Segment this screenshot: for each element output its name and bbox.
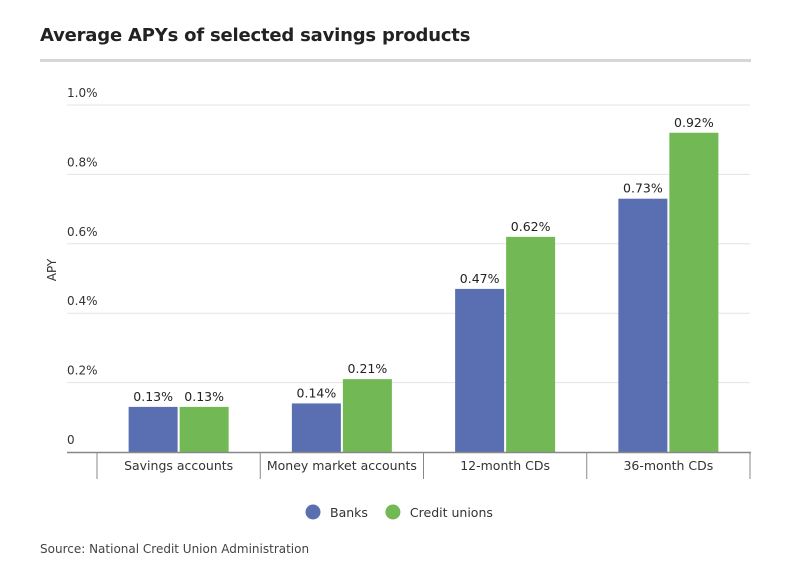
legend-label: Banks (330, 505, 368, 520)
y-tick-label: 0 (67, 433, 75, 447)
chart-title: Average APYs of selected savings product… (40, 25, 471, 46)
bar-banks (618, 198, 668, 452)
y-tick-label: 0.4% (67, 294, 98, 308)
legend-swatch (305, 504, 321, 520)
bar-banks (291, 403, 341, 452)
y-axis-label: APY (45, 258, 59, 281)
y-tick-label: 0.6% (67, 225, 98, 239)
y-tick-label: 1.0% (67, 86, 98, 100)
x-tick-label: 36-month CDs (623, 458, 713, 473)
data-label: 0.14% (297, 385, 337, 400)
source-note: Source: National Credit Union Administra… (40, 542, 310, 556)
data-label: 0.47% (460, 271, 500, 286)
title-divider (40, 59, 751, 62)
y-tick-label: 0.8% (67, 155, 98, 169)
bar-credit-unions (342, 379, 392, 452)
legend-swatch (385, 504, 401, 520)
x-tick-label: Savings accounts (124, 458, 233, 473)
data-label: 0.13% (184, 389, 224, 404)
x-tick-label: Money market accounts (267, 458, 417, 473)
data-label: 0.21% (348, 361, 388, 376)
bar-credit-unions (669, 132, 719, 452)
legend-label: Credit unions (410, 505, 493, 520)
data-label: 0.62% (511, 219, 551, 234)
bar-banks (128, 406, 178, 452)
data-label: 0.13% (133, 389, 173, 404)
data-label: 0.73% (623, 181, 663, 196)
bar-banks (455, 288, 505, 452)
x-tick-label: 12-month CDs (460, 458, 550, 473)
data-label: 0.92% (674, 115, 714, 130)
bar-credit-unions (506, 236, 556, 452)
bar-credit-unions (179, 406, 229, 452)
y-tick-label: 0.2% (67, 364, 98, 378)
